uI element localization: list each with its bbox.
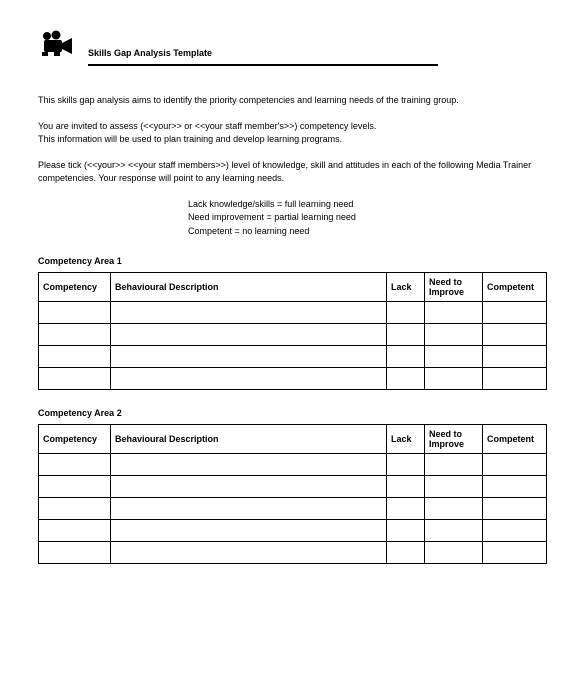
table-cell[interactable] — [39, 498, 111, 520]
table-cell[interactable] — [111, 454, 387, 476]
table-cell[interactable] — [483, 542, 547, 564]
table-cell[interactable] — [39, 454, 111, 476]
table-row — [39, 302, 547, 324]
table-cell[interactable] — [425, 498, 483, 520]
column-header-competency: Competency — [39, 273, 111, 302]
column-header-lack: Lack — [387, 273, 425, 302]
document-header: Skills Gap Analysis Template — [38, 28, 547, 60]
table-row — [39, 520, 547, 542]
header-divider — [88, 64, 438, 66]
table-cell[interactable] — [483, 520, 547, 542]
table-cell[interactable] — [111, 520, 387, 542]
camera-icon — [38, 28, 80, 60]
table-row — [39, 324, 547, 346]
table-cell[interactable] — [483, 346, 547, 368]
table-cell[interactable] — [425, 302, 483, 324]
table-cell[interactable] — [111, 498, 387, 520]
table-row — [39, 498, 547, 520]
table-cell[interactable] — [39, 520, 111, 542]
competency-table: CompetencyBehavioural DescriptionLackNee… — [38, 424, 547, 564]
table-cell[interactable] — [425, 368, 483, 390]
column-header-competency: Competency — [39, 425, 111, 454]
table-cell[interactable] — [111, 542, 387, 564]
table-cell[interactable] — [111, 476, 387, 498]
table-cell[interactable] — [39, 324, 111, 346]
table-cell[interactable] — [111, 324, 387, 346]
intro-text: This skills gap analysis aims to identif… — [38, 94, 547, 238]
table-cell[interactable] — [111, 346, 387, 368]
table-cell[interactable] — [483, 476, 547, 498]
column-header-competent: Competent — [483, 273, 547, 302]
table-cell[interactable] — [425, 542, 483, 564]
table-cell[interactable] — [425, 520, 483, 542]
table-cell[interactable] — [425, 476, 483, 498]
intro-paragraph-4: Please tick (<<your>> <<your staff membe… — [38, 159, 547, 186]
intro-paragraph-1: This skills gap analysis aims to identif… — [38, 94, 547, 108]
table-cell[interactable] — [425, 346, 483, 368]
table-header-row: CompetencyBehavioural DescriptionLackNee… — [39, 425, 547, 454]
column-header-description: Behavioural Description — [111, 425, 387, 454]
table-row — [39, 454, 547, 476]
legend-line-2: Need improvement = partial learning need — [188, 211, 547, 225]
competency-table: CompetencyBehavioural DescriptionLackNee… — [38, 272, 547, 390]
table-cell[interactable] — [483, 302, 547, 324]
table-cell[interactable] — [483, 454, 547, 476]
table-cell[interactable] — [387, 542, 425, 564]
table-cell[interactable] — [483, 368, 547, 390]
table-cell[interactable] — [387, 324, 425, 346]
table-cell[interactable] — [111, 368, 387, 390]
table-cell[interactable] — [387, 498, 425, 520]
intro-paragraph-2: You are invited to assess (<<your>> or <… — [38, 120, 547, 134]
column-header-need: Need to Improve — [425, 273, 483, 302]
table-header-row: CompetencyBehavioural DescriptionLackNee… — [39, 273, 547, 302]
table-row — [39, 542, 547, 564]
column-header-description: Behavioural Description — [111, 273, 387, 302]
table-cell[interactable] — [387, 520, 425, 542]
table-row — [39, 346, 547, 368]
table-cell[interactable] — [387, 454, 425, 476]
table-cell[interactable] — [111, 302, 387, 324]
document-title: Skills Gap Analysis Template — [88, 48, 212, 60]
table-cell[interactable] — [39, 476, 111, 498]
table-cell[interactable] — [39, 368, 111, 390]
table-cell[interactable] — [483, 324, 547, 346]
legend-line-1: Lack knowledge/skills = full learning ne… — [188, 198, 547, 212]
table-cell[interactable] — [425, 454, 483, 476]
column-header-need: Need to Improve — [425, 425, 483, 454]
table-cell[interactable] — [39, 302, 111, 324]
competency-area-title: Competency Area 1 — [38, 256, 547, 266]
table-cell[interactable] — [483, 498, 547, 520]
table-row — [39, 368, 547, 390]
table-row — [39, 476, 547, 498]
table-cell[interactable] — [425, 324, 483, 346]
intro-paragraph-3: This information will be used to plan tr… — [38, 133, 547, 147]
legend-block: Lack knowledge/skills = full learning ne… — [188, 198, 547, 239]
table-cell[interactable] — [387, 368, 425, 390]
competency-area-title: Competency Area 2 — [38, 408, 547, 418]
legend-line-3: Competent = no learning need — [188, 225, 547, 239]
table-cell[interactable] — [39, 346, 111, 368]
table-cell[interactable] — [387, 302, 425, 324]
table-cell[interactable] — [387, 346, 425, 368]
column-header-lack: Lack — [387, 425, 425, 454]
table-cell[interactable] — [39, 542, 111, 564]
column-header-competent: Competent — [483, 425, 547, 454]
table-cell[interactable] — [387, 476, 425, 498]
